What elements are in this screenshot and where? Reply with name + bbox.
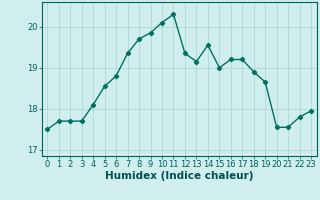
X-axis label: Humidex (Indice chaleur): Humidex (Indice chaleur) (105, 171, 253, 181)
